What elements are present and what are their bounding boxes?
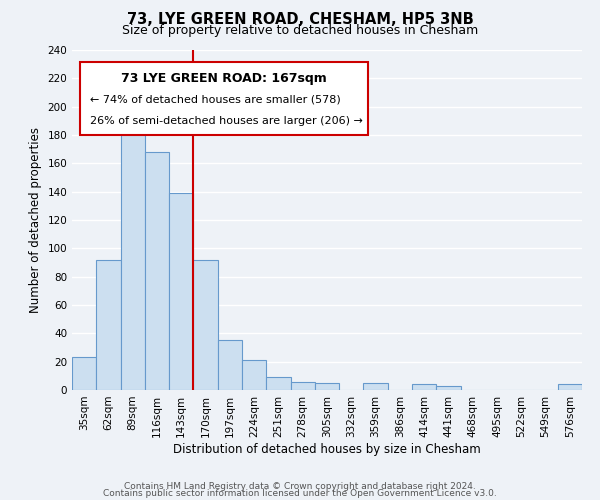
Text: 73, LYE GREEN ROAD, CHESHAM, HP5 3NB: 73, LYE GREEN ROAD, CHESHAM, HP5 3NB [127, 12, 473, 28]
Bar [290, 382, 315, 390]
FancyBboxPatch shape [80, 62, 368, 135]
Bar [242, 360, 266, 390]
Bar [558, 384, 582, 390]
Bar [218, 340, 242, 390]
Text: 73 LYE GREEN ROAD: 167sqm: 73 LYE GREEN ROAD: 167sqm [121, 72, 326, 85]
Bar [145, 152, 169, 390]
Text: ← 74% of detached houses are smaller (578): ← 74% of detached houses are smaller (57… [90, 94, 341, 104]
Bar [266, 378, 290, 390]
Y-axis label: Number of detached properties: Number of detached properties [29, 127, 42, 313]
Bar [412, 384, 436, 390]
Bar [193, 260, 218, 390]
Bar [364, 383, 388, 390]
Text: Contains public sector information licensed under the Open Government Licence v3: Contains public sector information licen… [103, 489, 497, 498]
X-axis label: Distribution of detached houses by size in Chesham: Distribution of detached houses by size … [173, 442, 481, 456]
Bar [169, 193, 193, 390]
Bar [315, 383, 339, 390]
Text: Contains HM Land Registry data © Crown copyright and database right 2024.: Contains HM Land Registry data © Crown c… [124, 482, 476, 491]
Text: Size of property relative to detached houses in Chesham: Size of property relative to detached ho… [122, 24, 478, 37]
Bar [436, 386, 461, 390]
Bar [121, 121, 145, 390]
Bar [72, 358, 96, 390]
Text: 26% of semi-detached houses are larger (206) →: 26% of semi-detached houses are larger (… [90, 116, 363, 126]
Bar [96, 260, 121, 390]
